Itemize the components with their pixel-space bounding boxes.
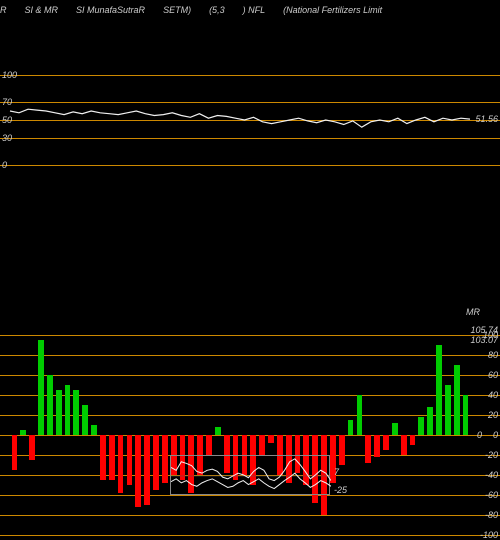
mr-gridline	[0, 375, 500, 376]
mr-bar	[82, 405, 88, 435]
chart-header: R SI & MR SI MunafaSutraR SETM) (5,3 ) N…	[0, 0, 500, 20]
mr-bar	[383, 435, 389, 450]
header-t5: (5,3	[209, 5, 225, 15]
mr-bar	[91, 425, 97, 435]
mr-axis-label: -100	[480, 530, 498, 540]
mr-bar	[12, 435, 18, 470]
mr-bar	[454, 365, 460, 435]
mr-gridline	[0, 515, 500, 516]
mr-bar	[357, 395, 363, 435]
mr-bar	[38, 340, 44, 435]
mr-bar	[144, 435, 150, 505]
rsi-line-svg	[0, 75, 500, 165]
header-t7: (National Fertilizers Limit	[283, 5, 382, 15]
mr-axis-label: 20	[488, 410, 498, 420]
mr-bar	[259, 435, 265, 455]
mr-axis-label: -80	[485, 510, 498, 520]
mini-panel: 7-25	[170, 455, 330, 495]
mr-bar	[445, 385, 451, 435]
mr-axis-label: -20	[485, 450, 498, 460]
mr-bar	[100, 435, 106, 480]
mr-axis-label: 80	[488, 350, 498, 360]
mr-bar	[29, 435, 35, 460]
mr-bar	[109, 435, 115, 480]
mr-axis-label: -60	[485, 490, 498, 500]
mr-label: MR	[466, 307, 480, 317]
header-t1: R	[0, 5, 7, 15]
mr-panel: MR105.74103.071008060402000-20-40-60-80-…	[0, 335, 500, 535]
mr-axis-label: 0	[493, 430, 498, 440]
mr-bar	[339, 435, 345, 465]
mini-label-b: -25	[334, 485, 347, 495]
mr-bar	[463, 395, 469, 435]
mr-bar	[153, 435, 159, 490]
mr-bar	[215, 427, 221, 435]
header-t2: SI & MR	[25, 5, 59, 15]
mr-bar	[374, 435, 380, 457]
rsi-value-label: 51.56	[475, 114, 498, 124]
mini-svg	[171, 456, 331, 496]
mr-bar	[410, 435, 416, 445]
mr-gridline	[0, 355, 500, 356]
header-t4: SETM)	[163, 5, 191, 15]
mr-bar	[427, 407, 433, 435]
mr-bar	[348, 420, 354, 435]
mr-bar	[20, 430, 26, 435]
header-t6: ) NFL	[243, 5, 266, 15]
mr-bar	[436, 345, 442, 435]
mr-bar	[392, 423, 398, 435]
rsi-panel: 100705030051.56	[0, 75, 500, 165]
mr-bar	[56, 390, 62, 435]
header-t3: SI MunafaSutraR	[76, 5, 145, 15]
mr-bar	[206, 435, 212, 455]
rsi-gridline	[0, 165, 500, 166]
mini-label-a: 7	[334, 467, 339, 477]
mr-bar	[127, 435, 133, 485]
mr-bar	[268, 435, 274, 443]
mr-axis-label: 40	[488, 390, 498, 400]
mr-bar	[65, 385, 71, 435]
mr-bar	[73, 390, 79, 435]
mr-bar	[365, 435, 371, 463]
mr-bar	[162, 435, 168, 483]
mr-bar	[47, 375, 53, 435]
mr-axis-label: 60	[488, 370, 498, 380]
mr-bar	[401, 435, 407, 455]
mr-bar	[135, 435, 141, 507]
mr-bar	[418, 417, 424, 435]
mr-gridline	[0, 535, 500, 536]
mr-axis-label: -40	[485, 470, 498, 480]
mr-axis-label: 100	[483, 330, 498, 340]
mr-gridline	[0, 335, 500, 336]
mr-bar	[118, 435, 124, 493]
mr-axis-label-left: 0	[477, 430, 482, 440]
